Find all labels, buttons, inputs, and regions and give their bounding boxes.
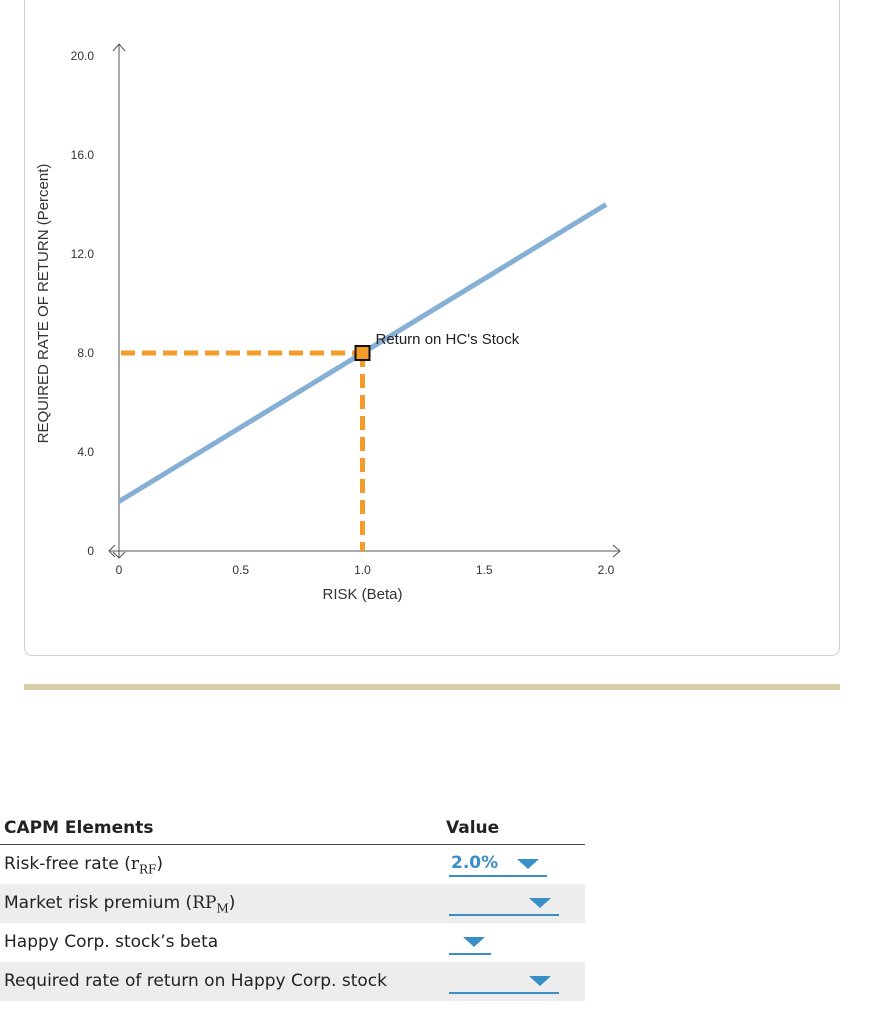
stock-beta-dropdown[interactable] — [449, 929, 491, 955]
row-label: Required rate of return on Happy Corp. s… — [4, 971, 387, 991]
y-axis-label: REQUIRED RATE OF RETURN (Percent) — [35, 164, 52, 444]
x-axis-arrow-icon — [612, 544, 621, 558]
hc-stock-point — [354, 345, 371, 361]
market-risk-premium-dropdown[interactable] — [449, 890, 559, 916]
header-capm-elements: CAPM Elements — [4, 818, 154, 838]
y-axis-down-arrow-icon — [112, 551, 126, 559]
risk-free-rate-dropdown[interactable]: 2.0% — [449, 851, 547, 877]
y-tick-label: 16.0 — [71, 148, 95, 162]
x-tick-label: 1.0 — [354, 563, 371, 577]
point-label: Return on HC's Stock — [376, 331, 520, 348]
table-row-market-risk-premium: Market risk premium (RPM) — [0, 884, 585, 923]
row-label: Risk-free rate (rRF) — [4, 854, 164, 877]
chevron-down-icon — [517, 859, 539, 869]
row-label: Market risk premium (RPM) — [4, 893, 236, 916]
row-label: Happy Corp. stock’s beta — [4, 932, 219, 952]
table-row-required-return: Required rate of return on Happy Corp. s… — [0, 962, 585, 1001]
x-tick-label: 1.5 — [476, 563, 493, 577]
y-tick-label: 4.0 — [77, 445, 94, 459]
table-header: CAPM Elements Value — [0, 808, 585, 845]
x-axis-left-arrow-icon — [108, 544, 116, 558]
x-tick-label: 0 — [116, 563, 123, 577]
y-tick-label: 20.0 — [71, 49, 95, 63]
y-tick-label: 12.0 — [71, 247, 95, 261]
sml-chart: 0 0.5 1.0 1.5 2.0 0 4.0 8.0 12.0 16.0 20.0 RISK (Be… — [35, 43, 621, 603]
x-tick-label: 0.5 — [232, 563, 249, 577]
x-tick-label: 2.0 — [598, 563, 615, 577]
y-axis-arrow-icon — [112, 43, 126, 52]
dropdown-value: 2.0% — [451, 853, 499, 873]
y-tick-label: 8.0 — [77, 346, 94, 360]
section-divider — [24, 684, 840, 690]
table-row-risk-free-rate: Risk-free rate (rRF) 2.0% — [0, 845, 585, 884]
required-return-dropdown[interactable] — [449, 968, 559, 994]
table-row-stock-beta: Happy Corp. stock’s beta — [0, 923, 585, 962]
chevron-down-icon — [529, 976, 551, 986]
capm-table: CAPM Elements Value Risk-free rate (rRF)… — [0, 808, 585, 1001]
header-value: Value — [446, 818, 500, 838]
chevron-down-icon — [463, 937, 485, 947]
chevron-down-icon — [529, 898, 551, 908]
y-tick-label: 0 — [87, 544, 94, 558]
x-axis-label: RISK (Beta) — [322, 586, 402, 603]
chart-panel: 0 0.5 1.0 1.5 2.0 0 4.0 8.0 12.0 16.0 20.0 RISK (Be… — [24, 0, 840, 656]
